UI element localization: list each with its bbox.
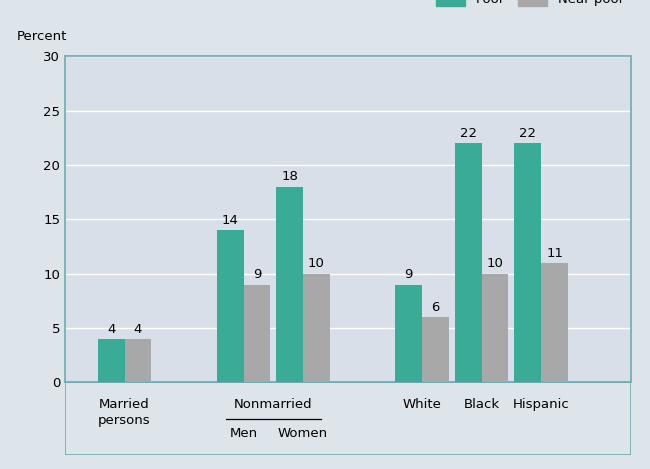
- Text: 14: 14: [222, 214, 239, 227]
- Text: Nonmarried: Nonmarried: [234, 398, 313, 411]
- Legend: Poor, Near poor: Poor, Near poor: [436, 0, 624, 7]
- Text: Women: Women: [278, 427, 328, 440]
- Text: Percent: Percent: [17, 30, 68, 43]
- Bar: [125, 339, 151, 382]
- Text: 10: 10: [308, 257, 325, 271]
- Text: 9: 9: [253, 268, 261, 281]
- Bar: [65, 382, 630, 455]
- Text: 9: 9: [404, 268, 413, 281]
- Text: Black: Black: [463, 398, 500, 411]
- Bar: [98, 339, 125, 382]
- Bar: [395, 285, 422, 382]
- Text: 6: 6: [432, 301, 440, 314]
- Text: 10: 10: [487, 257, 504, 271]
- Bar: [541, 263, 568, 382]
- Bar: [514, 143, 541, 382]
- Bar: [244, 285, 270, 382]
- Bar: [276, 187, 303, 382]
- Text: White: White: [403, 398, 441, 411]
- Text: Men: Men: [229, 427, 257, 440]
- Text: 18: 18: [281, 171, 298, 183]
- Bar: [482, 274, 508, 382]
- Bar: [422, 317, 449, 382]
- Text: 22: 22: [460, 127, 477, 140]
- Text: 22: 22: [519, 127, 536, 140]
- Bar: [217, 230, 244, 382]
- Bar: [455, 143, 482, 382]
- Text: 4: 4: [134, 323, 142, 336]
- Text: 4: 4: [107, 323, 115, 336]
- Text: Married
persons: Married persons: [98, 398, 151, 427]
- Text: Hispanic: Hispanic: [513, 398, 569, 411]
- Text: 11: 11: [546, 247, 563, 260]
- Bar: [303, 274, 330, 382]
